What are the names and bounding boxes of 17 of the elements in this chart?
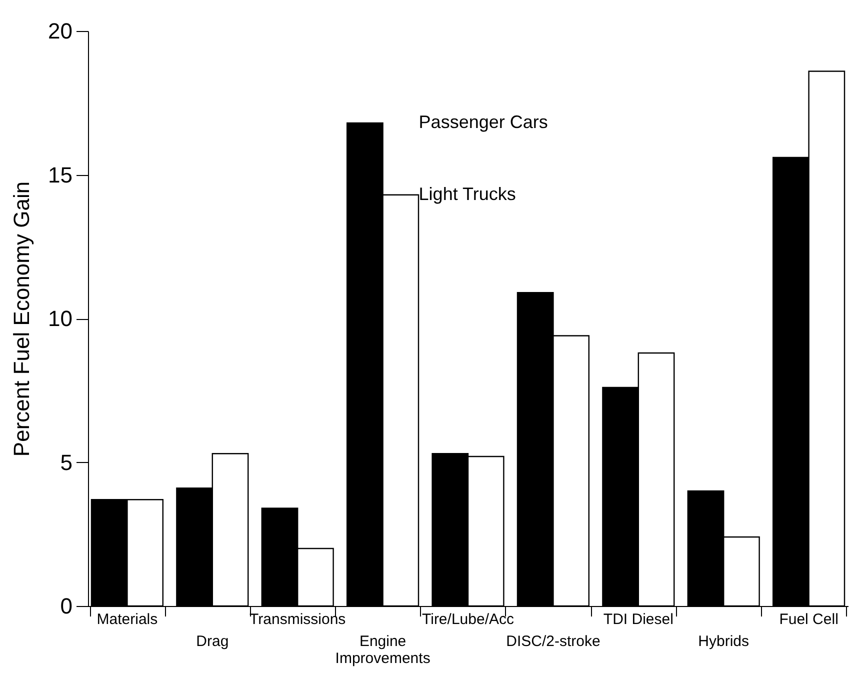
y-tick-label: 0 [60,594,72,618]
x-tick-label: Transmissions [250,611,346,628]
annotation: Light Trucks [418,184,516,204]
y-tick-label: 15 [48,162,72,188]
x-tick-label: Tire/Lube/Acc [422,611,514,628]
y-tick-label: 5 [60,450,72,475]
x-tick-label: Drag [196,633,229,650]
annotation: Passenger Cars [418,112,548,132]
y-axis-title: Percent Fuel Economy Gain [9,181,34,457]
y-tick-label: 10 [48,306,72,331]
x-tick-label: Hybrids [698,633,750,650]
y-tick-label: 20 [48,18,72,44]
x-tick-label: Engine Improvements [335,633,430,667]
x-tick-label: Materials [96,611,158,628]
x-tick-label: DISC/2-stroke [506,633,600,650]
x-tick-label: Fuel Cell [779,611,838,628]
x-tick-label: TDI Diesel [603,611,674,628]
